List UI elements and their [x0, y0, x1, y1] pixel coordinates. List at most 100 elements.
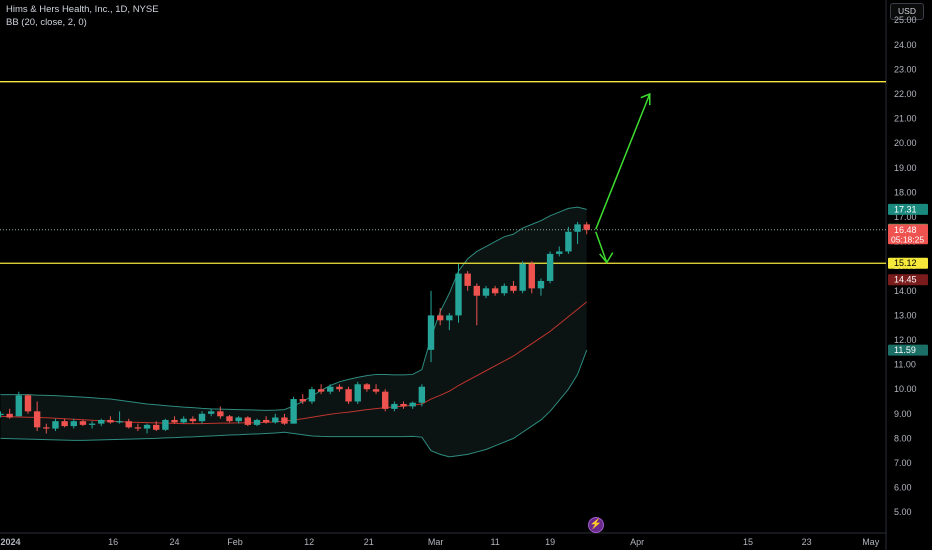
- bb-lower-line: [0, 349, 588, 458]
- x-tick-label: 2024: [1, 537, 21, 547]
- candle-body: [427, 315, 435, 350]
- candle-body: [464, 273, 471, 286]
- x-tick-label: 11: [490, 537, 499, 547]
- candle-body: [189, 418, 197, 422]
- candle-body: [528, 263, 535, 289]
- y-tick-label: 11.00: [894, 360, 916, 370]
- candle-body: [24, 395, 32, 412]
- price-label-text: 16.48: [894, 225, 917, 235]
- price-label: [888, 274, 928, 286]
- candle-body: [143, 424, 151, 429]
- y-tick-label: 19.00: [894, 163, 917, 173]
- candle-body: [409, 402, 416, 407]
- y-tick-label: 6.00: [894, 483, 912, 493]
- candle-body: [400, 403, 407, 407]
- up-arrow: [595, 93, 651, 230]
- candle-body: [207, 411, 215, 414]
- candle-body: [574, 224, 581, 232]
- candle-body: [15, 395, 23, 417]
- candle-body: [354, 384, 361, 402]
- candle-body: [79, 421, 87, 425]
- y-tick-label: 23.00: [894, 64, 917, 74]
- candle-body: [537, 280, 545, 289]
- candle-body: [317, 389, 325, 392]
- price-label-text: 11.59: [894, 345, 916, 355]
- price-label: [888, 203, 928, 215]
- price-label-text: 17.31: [894, 204, 917, 214]
- candle-body: [565, 231, 572, 252]
- candle-body: [226, 416, 233, 422]
- y-tick-label: 14.00: [894, 286, 917, 296]
- y-tick-label: 22.00: [894, 89, 917, 99]
- indicator-legend[interactable]: BB (20, close, 2, 0): [6, 17, 87, 28]
- candle-body: [281, 417, 288, 424]
- candle-body: [556, 251, 563, 254]
- x-tick-label: 24: [170, 537, 180, 547]
- candle-body: [244, 417, 252, 425]
- candle-body: [382, 391, 389, 409]
- x-tick-label: 19: [545, 537, 555, 547]
- price-label-text: 15.12: [894, 258, 917, 268]
- candle-body: [436, 315, 444, 321]
- candle-body: [491, 288, 499, 294]
- candle-body: [217, 411, 224, 417]
- candle-body: [61, 421, 68, 427]
- down-arrow-head: [599, 252, 614, 264]
- lightning-icon[interactable]: ⚡: [588, 517, 604, 533]
- y-tick-label: 9.00: [894, 409, 912, 419]
- candle-body: [455, 273, 462, 316]
- candle-body: [70, 421, 77, 427]
- y-tick-label: 8.00: [894, 433, 912, 443]
- candle-body: [198, 413, 206, 422]
- y-tick-label: 12.00: [894, 335, 917, 345]
- countdown-text: 05:18:25: [891, 234, 924, 244]
- candle-body: [6, 413, 13, 418]
- candle-body: [171, 419, 178, 423]
- candle-body: [43, 427, 50, 429]
- bb-fill: [0, 207, 587, 457]
- currency-button[interactable]: USD: [890, 3, 924, 20]
- projection-arrows: [595, 92, 651, 264]
- candle-body: [345, 389, 352, 402]
- y-tick-label: 24.00: [894, 40, 917, 50]
- candle-body: [446, 315, 453, 321]
- candle-body: [88, 423, 96, 425]
- candle-body: [180, 418, 187, 423]
- candle-body: [299, 399, 306, 402]
- candle-body: [253, 419, 261, 425]
- candle-body: [0, 413, 4, 416]
- candle-body: [473, 285, 481, 296]
- price-label: [888, 344, 928, 356]
- price-label: [888, 257, 928, 269]
- candle-body: [116, 421, 123, 423]
- down-arrow: [595, 231, 608, 263]
- candle-body: [363, 384, 371, 390]
- y-tick-label: 20.00: [894, 138, 917, 148]
- candle-body: [501, 285, 508, 294]
- y-tick-label: 25.00: [894, 15, 917, 25]
- x-tick-label: 15: [743, 537, 753, 547]
- y-tick-label: 13.00: [894, 310, 917, 320]
- up-arrow-head: [640, 92, 651, 106]
- candle-body: [327, 386, 334, 392]
- candle-body: [134, 427, 142, 429]
- candle-body: [162, 419, 169, 430]
- y-tick-label: 17.00: [894, 212, 917, 222]
- x-tick-label: 23: [802, 537, 812, 547]
- x-tick-label: 21: [364, 537, 374, 547]
- y-tick-label: 10.00: [894, 384, 917, 394]
- price-label-text: 14.45: [894, 275, 917, 285]
- candle-body: [308, 389, 316, 402]
- y-tick-label: 21.00: [894, 114, 917, 124]
- y-tick-label: 7.00: [894, 458, 912, 468]
- candle-body: [583, 224, 590, 230]
- candle-body: [510, 285, 517, 291]
- candle-body: [125, 421, 132, 428]
- candle-body: [235, 417, 242, 422]
- candle-body: [546, 253, 554, 281]
- x-tick-label: 12: [304, 537, 314, 547]
- candle-body: [391, 403, 398, 409]
- x-tick-label: 16: [108, 537, 118, 547]
- candle-body: [262, 419, 270, 423]
